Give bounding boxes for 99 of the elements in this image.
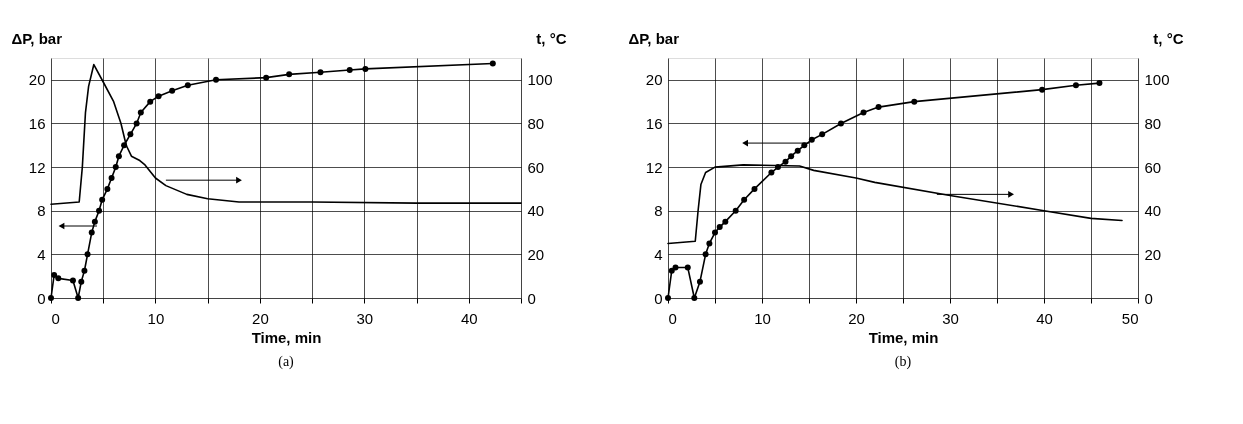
point [716, 224, 723, 231]
point [911, 98, 918, 105]
point [286, 71, 293, 78]
text: (a) [278, 354, 295, 370]
point [51, 272, 58, 279]
point [794, 147, 801, 154]
x-tick-label: 0 [668, 309, 677, 327]
point [768, 169, 775, 176]
point [213, 76, 220, 83]
point [96, 207, 103, 214]
point [263, 74, 270, 81]
y-tick-label: 16 [645, 114, 663, 132]
text: (b) [894, 354, 912, 370]
point [78, 278, 85, 285]
point [691, 295, 698, 301]
y-tick-label: 12 [645, 158, 663, 176]
point [712, 229, 718, 236]
point [147, 98, 154, 105]
point [706, 240, 713, 247]
point [346, 67, 353, 73]
point [104, 185, 111, 192]
x-tick-label: 30 [356, 309, 374, 327]
point [860, 109, 867, 116]
x-tick-label: 10 [754, 309, 771, 327]
x-tick-label: 40 [460, 309, 478, 327]
y-tick-label: 0 [37, 289, 46, 307]
point [875, 104, 882, 111]
x-tick-label: 20 [848, 309, 865, 327]
point [55, 275, 62, 282]
point [672, 264, 679, 271]
point [751, 185, 758, 192]
point [732, 207, 739, 214]
point [722, 218, 729, 225]
point [696, 278, 703, 285]
y-tick-label: 4 [37, 245, 46, 263]
y2-tick-label: 60 [1144, 158, 1162, 176]
point [362, 65, 369, 72]
y2-tick-label: 40 [527, 202, 545, 220]
point [108, 175, 115, 181]
point [88, 229, 95, 236]
y-tick-label: 20 [28, 71, 46, 89]
point [91, 218, 98, 225]
point [1096, 80, 1103, 87]
x-tick-label: 40 [1036, 309, 1053, 327]
point [1072, 82, 1079, 89]
point [837, 120, 844, 127]
y-axis-title: ΔP, bar [628, 29, 680, 47]
y2-tick-label: 20 [1144, 245, 1162, 263]
y2-tick-label: 20 [527, 245, 545, 263]
x-axis-title: Time, min [868, 328, 939, 346]
x-tick-label: 30 [942, 309, 959, 327]
x-tick-label: 50 [1121, 309, 1139, 327]
point [69, 277, 76, 284]
y2-tick-label: 40 [1144, 202, 1162, 220]
point [668, 267, 675, 274]
y-tick-label: 20 [645, 71, 663, 89]
y-tick-label: 8 [37, 202, 46, 220]
y2-tick-label: 0 [527, 289, 536, 307]
y-tick-label: 8 [654, 202, 663, 220]
point [702, 251, 709, 258]
y2-tick-label: 100 [1144, 71, 1170, 89]
y2-axis-title: t, °C [536, 29, 567, 47]
y-tick-label: 4 [654, 245, 663, 263]
point [1039, 86, 1046, 93]
point [133, 120, 140, 127]
point [75, 295, 82, 301]
point [317, 69, 324, 76]
y-tick-label: 0 [654, 289, 663, 307]
point [684, 264, 691, 271]
point [84, 251, 91, 258]
point [788, 153, 795, 160]
y-tick-label: 12 [28, 158, 46, 176]
point [489, 60, 496, 67]
x-tick-label: 10 [147, 309, 165, 327]
point [81, 267, 88, 274]
x-tick-label: 0 [51, 309, 60, 327]
point [808, 136, 815, 143]
point [115, 153, 122, 160]
point [819, 131, 826, 138]
point [137, 109, 144, 116]
y2-tick-label: 0 [1144, 289, 1153, 307]
x-tick-label: 20 [252, 309, 269, 327]
point [112, 164, 119, 171]
y2-tick-label: 80 [527, 114, 545, 132]
y2-axis-title: t, °C [1153, 29, 1184, 47]
point [155, 93, 162, 100]
x-axis-title: Time, min [251, 328, 322, 346]
y-axis-title: ΔP, bar [11, 29, 63, 47]
y2-tick-label: 80 [1144, 114, 1162, 132]
y2-tick-label: 60 [527, 158, 545, 176]
point [184, 82, 191, 89]
y-tick-label: 16 [28, 114, 46, 132]
point [774, 164, 781, 171]
point [741, 196, 748, 203]
y2-tick-label: 100 [527, 71, 553, 89]
point [169, 87, 176, 94]
point [99, 196, 106, 203]
point [782, 158, 789, 165]
point [127, 131, 134, 138]
